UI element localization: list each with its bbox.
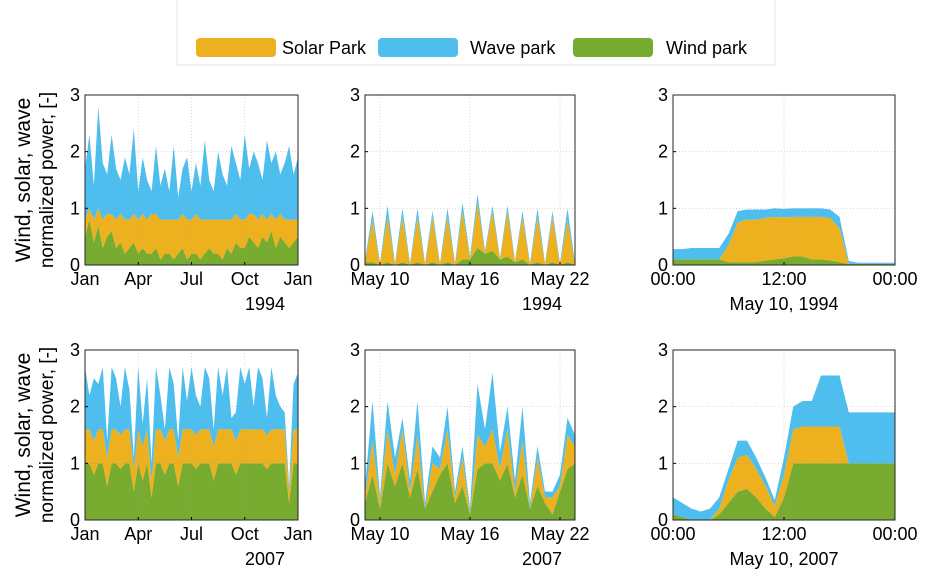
x-tick-label: Jan bbox=[283, 524, 312, 544]
area bbox=[365, 429, 575, 515]
y-axis-label: Wind, solar, wave bbox=[12, 353, 35, 518]
x-tick-label: May 22 bbox=[530, 269, 589, 289]
x-axis-label: 1994 bbox=[245, 294, 285, 314]
y-tick-label: 1 bbox=[658, 453, 668, 473]
area bbox=[365, 372, 575, 515]
y-tick-label: 2 bbox=[70, 397, 80, 417]
legend-swatch bbox=[196, 38, 276, 57]
x-axis-label: 2007 bbox=[522, 549, 562, 569]
x-tick-label: May 10 bbox=[350, 524, 409, 544]
axes-box bbox=[84, 94, 299, 266]
x-tick-label: May 22 bbox=[530, 524, 589, 544]
x-tick-label: 00:00 bbox=[650, 524, 695, 544]
legend-label: Solar Park bbox=[282, 38, 367, 58]
x-tick-label: Jul bbox=[180, 269, 203, 289]
y-tick-label: 3 bbox=[350, 85, 360, 105]
area bbox=[85, 106, 298, 220]
area bbox=[365, 463, 575, 520]
x-tick-label: 12:00 bbox=[761, 524, 806, 544]
y-tick-label: 1 bbox=[350, 453, 360, 473]
area bbox=[85, 429, 298, 503]
area bbox=[673, 426, 895, 520]
area bbox=[673, 216, 895, 264]
x-tick-label: Apr bbox=[124, 524, 152, 544]
area bbox=[365, 248, 575, 265]
legend-label: Wave park bbox=[470, 38, 556, 58]
y-tick-label: 3 bbox=[658, 85, 668, 105]
x-tick-label: Apr bbox=[124, 269, 152, 289]
y-tick-label: 2 bbox=[658, 397, 668, 417]
y-axis-label: Wind, solar, wave bbox=[12, 98, 35, 263]
y-tick-label: 0 bbox=[350, 510, 360, 530]
axes-box bbox=[84, 349, 299, 521]
y-tick-label: 1 bbox=[70, 198, 80, 218]
y-tick-label: 0 bbox=[658, 255, 668, 275]
y-axis-label: normalized power, [-] bbox=[37, 92, 58, 268]
y-tick-label: 0 bbox=[70, 255, 80, 275]
legend-swatch bbox=[378, 38, 458, 57]
y-tick-label: 3 bbox=[350, 340, 360, 360]
x-tick-label: 00:00 bbox=[872, 524, 917, 544]
y-tick-label: 0 bbox=[658, 510, 668, 530]
y-tick-label: 2 bbox=[350, 142, 360, 162]
x-axis-label: 2007 bbox=[245, 549, 285, 569]
legend-box bbox=[176, 0, 776, 66]
x-tick-label: May 16 bbox=[440, 269, 499, 289]
axes-box bbox=[364, 349, 576, 521]
x-axis-label: 1994 bbox=[522, 294, 562, 314]
y-tick-label: 0 bbox=[350, 255, 360, 275]
x-tick-label: 12:00 bbox=[761, 269, 806, 289]
axes-box bbox=[672, 349, 896, 521]
x-axis-label: May 10, 1994 bbox=[729, 294, 838, 314]
y-tick-label: 2 bbox=[350, 397, 360, 417]
x-tick-label: Jan bbox=[70, 269, 99, 289]
y-tick-label: 2 bbox=[658, 142, 668, 162]
y-tick-label: 3 bbox=[70, 340, 80, 360]
legend-label: Wind park bbox=[666, 38, 748, 58]
axes-box bbox=[672, 94, 896, 266]
x-tick-label: Jan bbox=[283, 269, 312, 289]
x-tick-label: Oct bbox=[231, 524, 259, 544]
axes-box bbox=[364, 94, 576, 266]
y-tick-label: 2 bbox=[70, 142, 80, 162]
x-tick-label: Jan bbox=[70, 524, 99, 544]
legend-swatch bbox=[573, 38, 653, 57]
y-tick-label: 1 bbox=[658, 198, 668, 218]
area bbox=[673, 208, 895, 264]
y-axis-label: normalized power, [-] bbox=[37, 347, 58, 523]
x-tick-label: May 10 bbox=[350, 269, 409, 289]
y-tick-label: 1 bbox=[350, 198, 360, 218]
x-tick-label: 00:00 bbox=[650, 269, 695, 289]
x-tick-label: Oct bbox=[231, 269, 259, 289]
area bbox=[673, 375, 895, 520]
x-tick-label: Jul bbox=[180, 524, 203, 544]
area bbox=[673, 463, 895, 520]
y-tick-label: 0 bbox=[70, 510, 80, 530]
x-axis-label: May 10, 2007 bbox=[729, 549, 838, 569]
y-tick-label: 3 bbox=[658, 340, 668, 360]
y-tick-label: 1 bbox=[70, 453, 80, 473]
y-tick-label: 3 bbox=[70, 85, 80, 105]
x-tick-label: 00:00 bbox=[872, 269, 917, 289]
area bbox=[365, 202, 575, 265]
x-tick-label: May 16 bbox=[440, 524, 499, 544]
area bbox=[365, 194, 575, 265]
